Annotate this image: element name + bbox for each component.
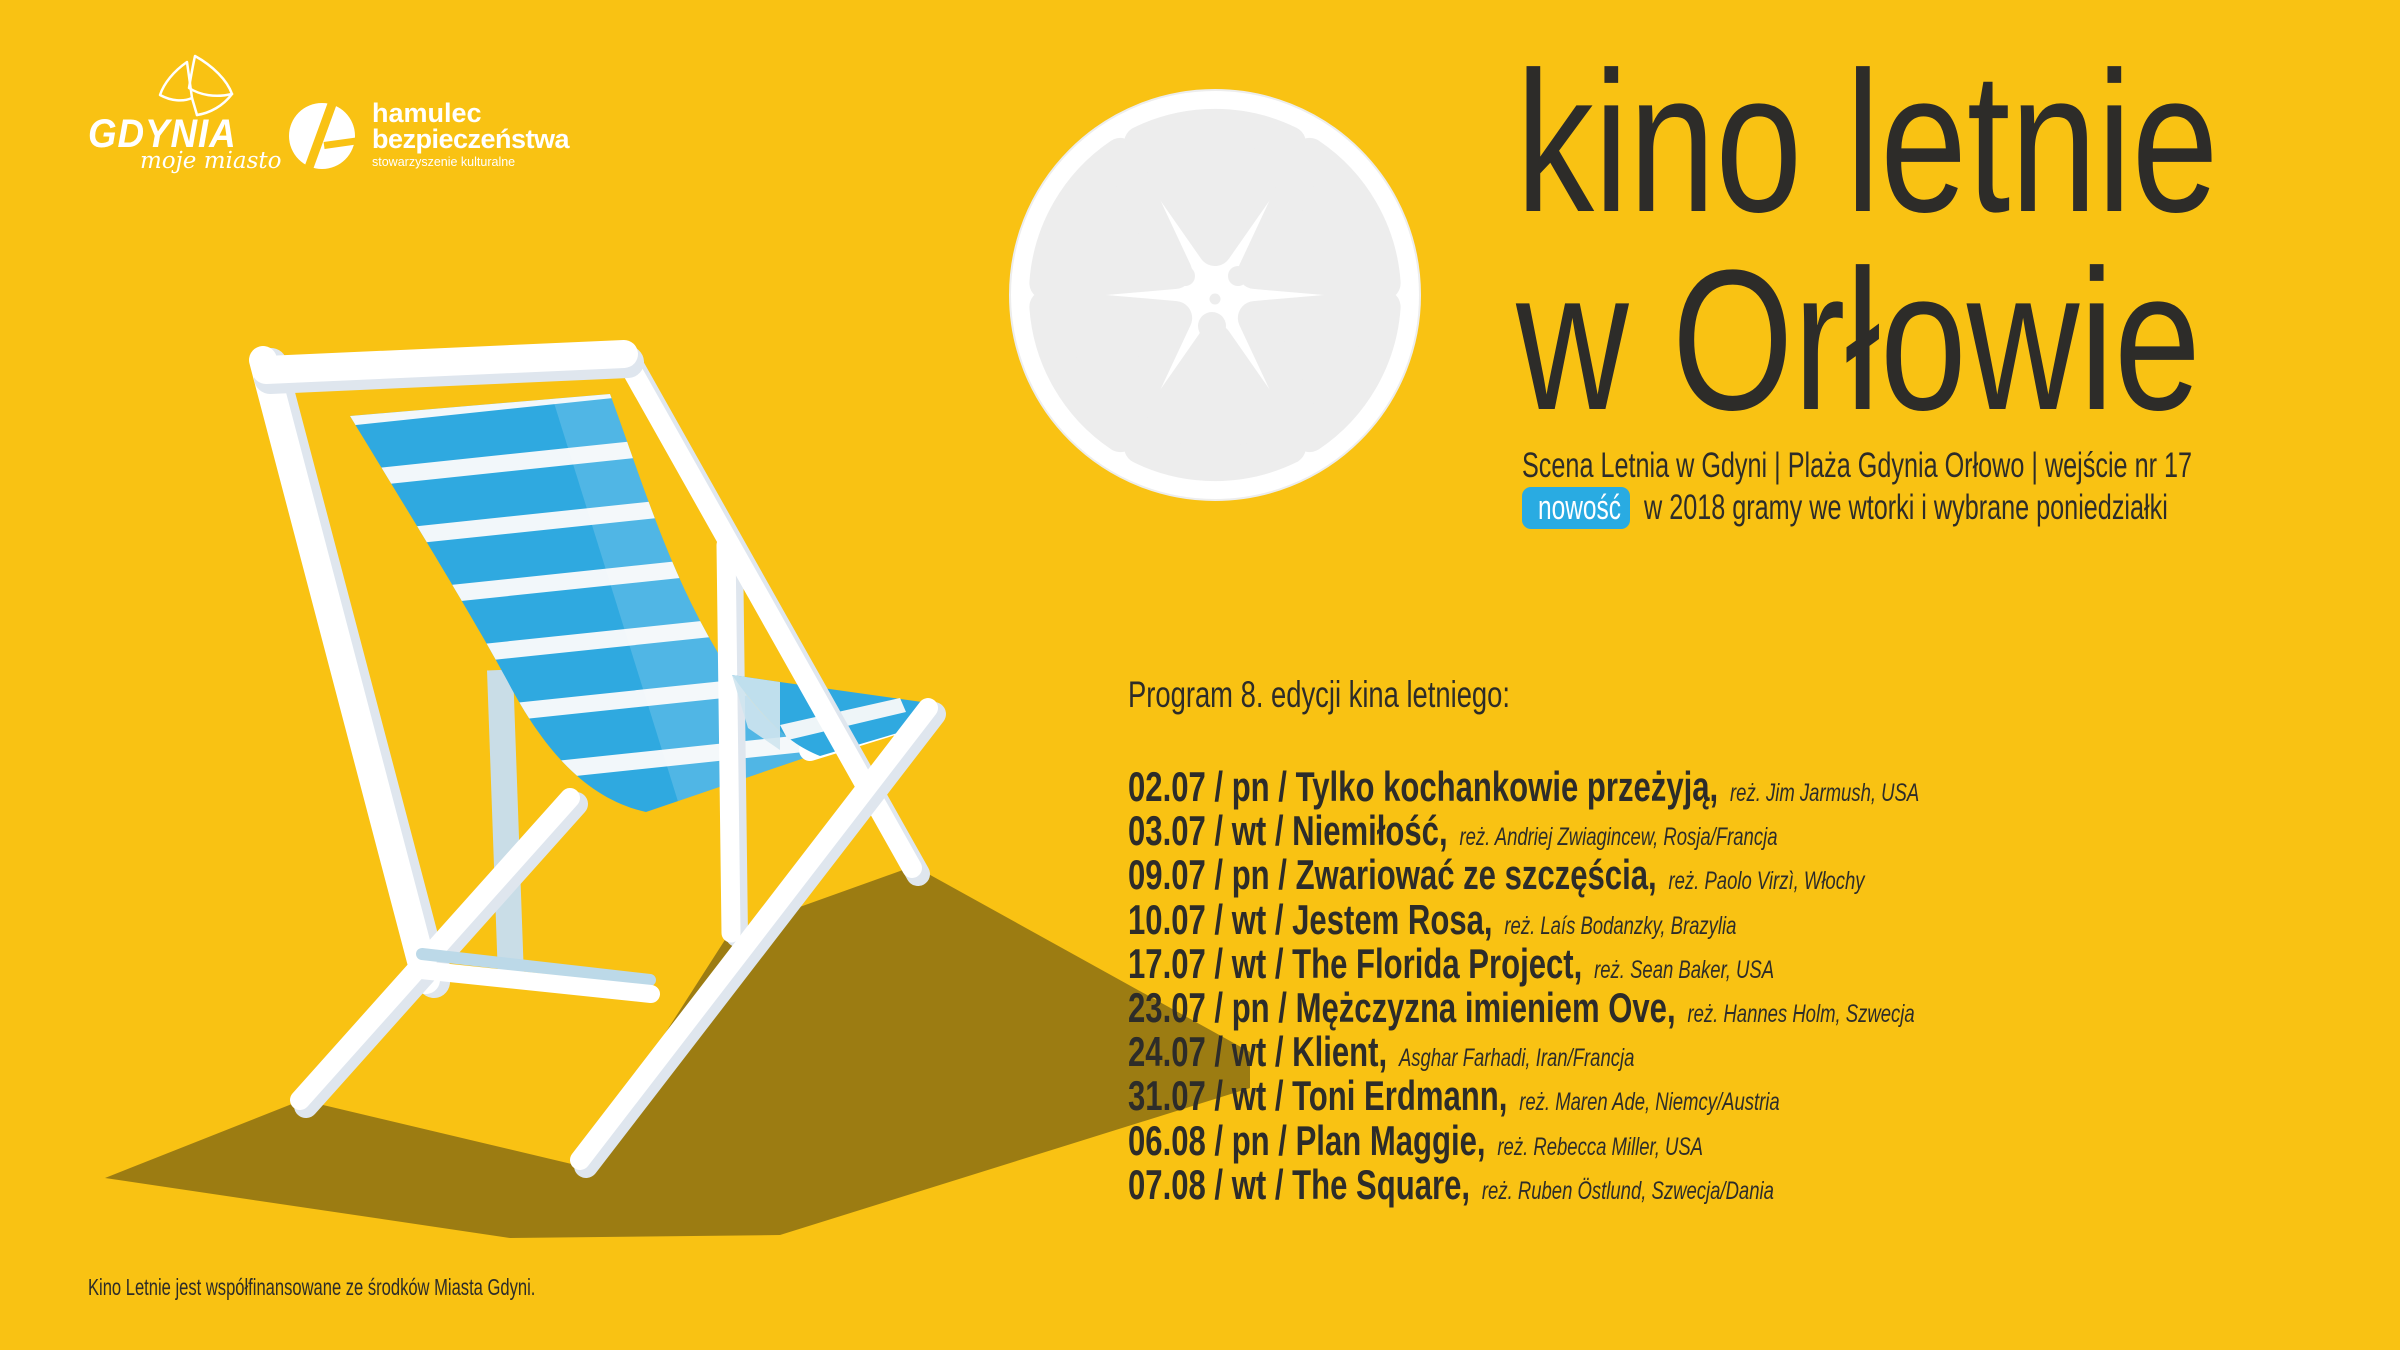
program-row: 07.08 / wt / The Square, reż. Ruben Östlu…	[1128, 1160, 2197, 1208]
program-row: 06.08 / pn / Plan Maggie, reż. Rebecca Mi…	[1128, 1116, 2197, 1164]
separator: /	[1205, 895, 1232, 943]
film-day: pn	[1231, 763, 1270, 810]
separator: /	[1205, 1160, 1232, 1208]
program-row: 09.07 / pn / Zwariować ze szczęścia, reż.…	[1128, 853, 2197, 897]
film-date: 03.07	[1128, 807, 1206, 855]
separator: /	[1205, 1028, 1232, 1076]
separator: /	[1269, 763, 1296, 810]
film-title: The Square,	[1292, 1160, 1471, 1208]
separator: /	[1205, 939, 1232, 987]
hamulec-logo: hamulec bezpieczeństwa stowarzyszenie ku…	[288, 100, 588, 175]
film-credits: reż. Maren Ade, Niemcy/Austria	[1519, 1088, 1780, 1117]
film-reel-icon	[1009, 89, 1421, 501]
program-row: 03.07 / wt / Niemiłość, reż. Andriej Zwia…	[1128, 809, 2197, 853]
film-day: wt	[1231, 1160, 1267, 1208]
film-credits: reż. Jim Jarmush, USA	[1730, 779, 1920, 807]
nowosc-badge: nowość	[1522, 487, 1630, 529]
badge-row: nowość w 2018 gramy we wtorki i wybrane …	[1522, 487, 2372, 529]
film-credits: reż. Rebecca Miller, USA	[1497, 1132, 1704, 1161]
film-date: 10.07	[1128, 895, 1206, 943]
film-date: 02.07	[1128, 763, 1206, 810]
film-title: Mężczyzna imieniem Ove,	[1295, 983, 1676, 1031]
page-title-line1: kino letnie	[1516, 31, 2219, 254]
film-credits: reż. Ruben Östlund, Szwecja/Dania	[1481, 1176, 1774, 1205]
gdynia-sails-icon	[158, 54, 234, 117]
title-block: kino letnie w Orłowie	[1516, 31, 2400, 452]
program-row: 23.07 / pn / Mężczyzna imieniem Ove, reż.…	[1128, 983, 2197, 1031]
separator: /	[1205, 1072, 1232, 1120]
film-day: wt	[1231, 895, 1267, 943]
separator: /	[1205, 763, 1232, 810]
film-date: 09.07	[1128, 851, 1206, 899]
film-day: wt	[1231, 1072, 1267, 1120]
film-credits: Asghar Farhadi, Iran/Francja	[1398, 1044, 1635, 1073]
film-credits: reż. Hannes Holm, Szwecja	[1687, 999, 1915, 1028]
film-day: wt	[1231, 807, 1267, 855]
hamulec-name-line2: bezpieczeństwa	[372, 124, 570, 154]
gdynia-logo-name: GDYNIA	[88, 112, 237, 156]
hamulec-name-line1: hamulec	[372, 98, 482, 128]
film-title: Niemiłość,	[1292, 807, 1448, 855]
separator: /	[1205, 1116, 1232, 1164]
program-row: 17.07 / wt / The Florida Project, reż. Se…	[1128, 939, 2197, 987]
page-title-line2: w Orłowie	[1516, 229, 2201, 452]
film-credits: reż. Laís Bodanzky, Brazylia	[1504, 911, 1737, 940]
film-day: pn	[1231, 983, 1270, 1031]
film-day: pn	[1231, 851, 1270, 899]
separator: /	[1205, 983, 1232, 1031]
film-day: wt	[1231, 1028, 1267, 1076]
film-date: 07.08	[1128, 1160, 1206, 1208]
separator: /	[1269, 983, 1296, 1031]
film-credits: reż. Andriej Zwiagincew, Rosja/Francja	[1459, 823, 1778, 852]
program-row: 24.07 / wt / Klient, Asghar Farhadi, Iran…	[1128, 1030, 2197, 1074]
separator: /	[1266, 939, 1293, 987]
hamulec-logo-icon	[289, 101, 358, 171]
separator: /	[1266, 1028, 1293, 1076]
film-title: Zwariować ze szczęścia,	[1295, 851, 1657, 899]
film-credits: reż. Sean Baker, USA	[1594, 955, 1775, 984]
separator: /	[1205, 807, 1232, 855]
footer-funding-note: Kino Letnie jest współfinansowane ze śro…	[88, 1274, 536, 1300]
film-title: Toni Erdmann,	[1292, 1072, 1508, 1120]
program-heading: Program 8. edycji kina letniego:	[1128, 674, 1511, 715]
film-title: Klient,	[1292, 1028, 1388, 1076]
film-title: Tylko kochankowie przeżyją,	[1295, 763, 1719, 810]
film-title: Plan Maggie,	[1295, 1116, 1486, 1164]
separator: /	[1266, 1160, 1293, 1208]
film-date: 06.08	[1128, 1116, 1206, 1164]
separator: /	[1269, 1116, 1296, 1164]
program-row: 31.07 / wt / Toni Erdmann, reż. Maren Ade…	[1128, 1074, 2197, 1118]
separator: /	[1266, 1072, 1293, 1120]
film-date: 31.07	[1128, 1072, 1206, 1120]
separator: /	[1269, 851, 1296, 899]
film-title: Jestem Rosa,	[1292, 895, 1493, 943]
film-credits: reż. Paolo Virzì, Włochy	[1668, 867, 1865, 896]
film-day: pn	[1231, 1116, 1270, 1164]
program-list: 02.07 / pn / Tylko kochankowie przeżyją,…	[1128, 763, 2197, 1208]
gdynia-logo: GDYNIA moje miasto	[88, 50, 282, 175]
program-row: 02.07 / pn / Tylko kochankowie przeżyją,…	[1128, 763, 2197, 810]
film-date: 23.07	[1128, 983, 1206, 1031]
separator: /	[1205, 851, 1232, 899]
event-location-subtitle: Scena Letnia w Gdyni | Plaża Gdynia Orło…	[1522, 446, 2193, 485]
program-row: 10.07 / wt / Jestem Rosa, reż. Laís Bodan…	[1128, 895, 2197, 943]
deck-chair-illustration	[105, 340, 1250, 1238]
nowosc-badge-label: nowość	[1538, 488, 1622, 527]
film-date: 24.07	[1128, 1028, 1206, 1076]
film-day: wt	[1231, 939, 1267, 987]
film-date: 17.07	[1128, 939, 1206, 987]
separator: /	[1266, 895, 1293, 943]
badge-note: w 2018 gramy we wtorki i wybrane poniedz…	[1644, 488, 2168, 527]
film-title: The Florida Project,	[1292, 939, 1583, 987]
hamulec-subtitle: stowarzyszenie kulturalne	[372, 155, 516, 169]
separator: /	[1266, 807, 1293, 855]
gdynia-logo-tagline: moje miasto	[140, 148, 282, 174]
